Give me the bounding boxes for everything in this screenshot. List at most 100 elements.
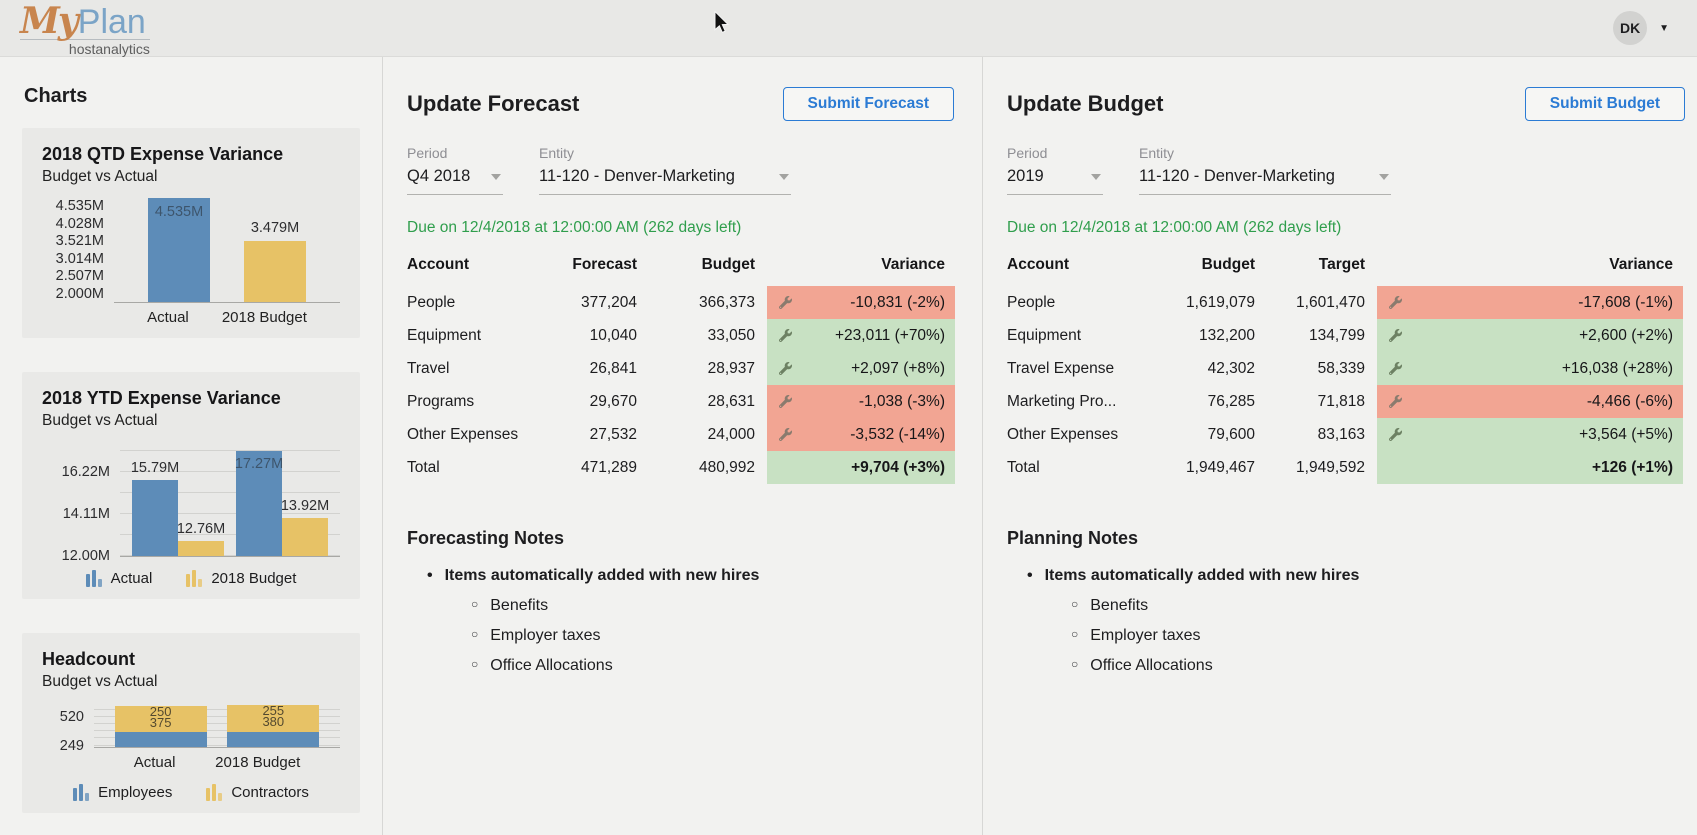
value-cell: 28,631: [707, 392, 755, 410]
wrench-icon[interactable]: [779, 329, 792, 342]
account-cell: Total: [407, 458, 440, 476]
value-cell: 24,000: [707, 425, 755, 443]
bar-segment-contractors: [114, 705, 207, 733]
wrench-icon[interactable]: [779, 362, 792, 375]
legend-item[interactable]: Actual: [85, 569, 153, 587]
wrench-icon[interactable]: [779, 428, 792, 441]
period-dropdown[interactable]: Q4 2018: [407, 161, 503, 195]
planning-notes-list: Items automatically added with new hires…: [1007, 567, 1685, 675]
legend-item[interactable]: Contractors: [206, 783, 309, 801]
variance-badge[interactable]: +3,564 (+5%): [1377, 418, 1683, 451]
wrench-icon[interactable]: [779, 395, 792, 408]
legend-label: Contractors: [231, 783, 309, 801]
wrench-icon[interactable]: [1389, 329, 1402, 342]
x-axis-label: Actual: [147, 309, 189, 326]
value-cell: 71,818: [1317, 392, 1365, 410]
entity-value: 11-120 - Denver-Marketing: [1139, 167, 1335, 185]
y-tick-label: 249: [59, 737, 84, 754]
variance-badge[interactable]: -1,038 (-3%): [767, 385, 955, 418]
variance-badge[interactable]: +2,600 (+2%): [1377, 319, 1683, 352]
note-subitem: Employer taxes: [1071, 627, 1685, 645]
variance-value: +2,097 (+8%): [851, 359, 945, 377]
value-cell: 134,799: [1308, 326, 1365, 344]
column-header: Account: [1007, 255, 1069, 273]
legend-bar-icon: [186, 570, 203, 587]
variance-cell-wrap: -4,466 (-6%): [1377, 385, 1683, 418]
variance-badge: +9,704 (+3%): [767, 451, 955, 484]
budget-table: Account Budget Target Variance People 1,619,0…: [1007, 253, 1683, 484]
legend-label: Actual: [110, 569, 153, 587]
chart-y-axis: 4.535M 4.028M 3.521M 3.014M 2.507M 2.000M: [42, 198, 114, 302]
bar-column: 4.535M: [148, 198, 210, 302]
update-budget-panel: Update Budget Submit Budget Period 2019 …: [983, 57, 1697, 835]
budget-entity-select[interactable]: Entity 11-120 - Denver-Marketing: [1139, 145, 1391, 195]
submit-forecast-button[interactable]: Submit Forecast: [782, 87, 954, 121]
bar-column: 3.479M: [244, 198, 306, 302]
chevron-down-icon[interactable]: ▼: [1659, 22, 1669, 34]
column-header: Forecast: [572, 255, 637, 273]
variance-value: -4,466 (-6%): [1586, 392, 1673, 410]
x-axis-label: Actual: [133, 754, 176, 771]
wrench-icon[interactable]: [1389, 296, 1402, 309]
variance-value: +126 (+1%): [1592, 458, 1673, 476]
user-menu[interactable]: DK ▼: [1613, 11, 1669, 45]
submit-budget-button[interactable]: Submit Budget: [1524, 87, 1685, 121]
chart-subtitle: Budget vs Actual: [42, 412, 158, 429]
period-dropdown[interactable]: 2019: [1007, 161, 1103, 195]
chart-title: 2018 YTD Expense Variance: [42, 388, 281, 408]
wrench-icon[interactable]: [1389, 395, 1402, 408]
entity-dropdown[interactable]: 11-120 - Denver-Marketing: [1139, 161, 1391, 195]
budget-panel-title: Update Budget: [1007, 91, 1164, 116]
legend-item[interactable]: Employees: [73, 783, 172, 801]
chart-card-headcount[interactable]: Headcount Budget vs Actual 520 249 250 375 2…: [22, 633, 360, 813]
bar-value-label: 255: [262, 702, 285, 718]
top-bar: My Plan hostanalytics DK ▼: [0, 0, 1697, 57]
y-tick-label: 2.507M: [55, 268, 104, 285]
entity-dropdown[interactable]: 11-120 - Denver-Marketing: [539, 161, 791, 195]
value-cell: 1,601,470: [1296, 293, 1365, 311]
wrench-glyph: [1389, 296, 1402, 309]
bar-value-label: 4.535M: [154, 204, 204, 220]
variance-badge[interactable]: +2,097 (+8%): [767, 352, 955, 385]
chart-subtitle: Budget vs Actual: [42, 673, 158, 690]
chart-card-qtd-expense-variance[interactable]: 2018 QTD Expense Variance Budget vs Actu…: [22, 128, 360, 338]
wrench-icon[interactable]: [1389, 362, 1402, 375]
bar-slot: 250 375: [114, 703, 207, 747]
variance-badge[interactable]: -17,608 (-1%): [1377, 286, 1683, 319]
forecast-entity-select[interactable]: Entity 11-120 - Denver-Marketing: [539, 145, 791, 195]
value-cell: 10,040: [589, 326, 637, 344]
wrench-icon[interactable]: [779, 296, 792, 309]
note-subitem: Benefits: [471, 597, 954, 615]
forecasting-notes-title: Forecasting Notes: [407, 528, 565, 548]
variance-cell-wrap: +16,038 (+28%): [1377, 352, 1683, 385]
forecast-period-select[interactable]: Period Q4 2018: [407, 145, 503, 195]
y-tick-label: 520: [59, 708, 84, 725]
budget-period-select[interactable]: Period 2019: [1007, 145, 1103, 195]
variance-badge[interactable]: -4,466 (-6%): [1377, 385, 1683, 418]
note-subitem: Employer taxes: [471, 627, 954, 645]
legend-label: 2018 Budget: [211, 569, 297, 587]
column-header: Variance: [1609, 255, 1673, 273]
variance-badge[interactable]: +16,038 (+28%): [1377, 352, 1683, 385]
wrench-icon[interactable]: [1389, 428, 1402, 441]
column-header: Target: [1318, 255, 1365, 273]
chart-bar: [282, 517, 328, 556]
variance-badge[interactable]: -3,532 (-14%): [767, 418, 955, 451]
bar-column: 15.79M: [131, 442, 179, 556]
legend-item[interactable]: 2018 Budget: [186, 569, 296, 587]
chart-card-ytd-expense-variance[interactable]: 2018 YTD Expense Variance Budget vs Actu…: [22, 372, 360, 599]
variance-cell-wrap: +3,564 (+5%): [1377, 418, 1683, 451]
app-logo[interactable]: My Plan hostanalytics: [20, 1, 150, 56]
period-value: 2019: [1007, 167, 1044, 185]
chart-subtitle: Budget vs Actual: [42, 168, 158, 185]
ytd-expense-grouped-bar-chart: 16.22M 14.11M 12.00M 15.79M 12.76M 17.27M 13.9…: [42, 442, 340, 587]
y-tick-label: 16.22M: [61, 463, 110, 480]
table-row: Marketing Pro... 76,285 71,818 -4,466 (-6%): [1007, 385, 1683, 418]
variance-badge[interactable]: +23,011 (+70%): [767, 319, 955, 352]
avatar[interactable]: DK: [1613, 11, 1648, 45]
gridline: [94, 730, 340, 732]
variance-badge[interactable]: -10,831 (-2%): [767, 286, 955, 319]
legend-bar-icon: [206, 784, 223, 801]
legend-label: Employees: [98, 783, 173, 801]
